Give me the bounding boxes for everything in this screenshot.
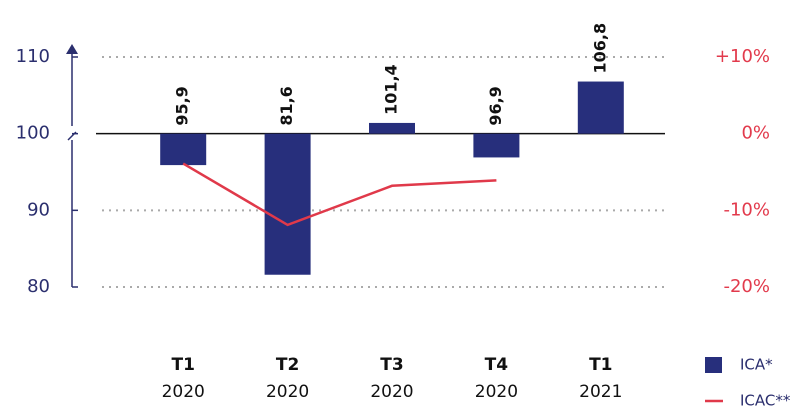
legend-label: ICA* bbox=[740, 356, 773, 374]
x-tick-label: T2 bbox=[276, 355, 299, 375]
value-label: 101,4 bbox=[382, 64, 401, 115]
y-tick-label: 80 bbox=[27, 276, 50, 297]
bar bbox=[160, 133, 207, 166]
y2-tick-label: -20% bbox=[723, 276, 770, 297]
x-tick-label: T1 bbox=[589, 355, 612, 375]
x-tick-label: T3 bbox=[380, 355, 403, 375]
value-label: 106,8 bbox=[590, 23, 609, 74]
bar bbox=[264, 133, 311, 275]
legend-label: ICAC** bbox=[740, 392, 791, 407]
bar bbox=[577, 81, 624, 134]
y-tick-label: 100 bbox=[16, 123, 50, 144]
line bbox=[182, 162, 497, 227]
x-tick-label: T1 bbox=[171, 355, 194, 375]
value-label: 81,6 bbox=[277, 86, 296, 125]
value-label: 96,9 bbox=[486, 86, 505, 125]
x-tick-label: 2020 bbox=[266, 382, 309, 402]
x-tick-label: 2021 bbox=[579, 382, 622, 402]
y2-tick-label: 0% bbox=[741, 123, 770, 144]
y-tick-label: 110 bbox=[16, 46, 50, 67]
x-tick-label: 2020 bbox=[162, 382, 205, 402]
y-tick-label: 90 bbox=[27, 199, 50, 220]
y2-tick-label: +10% bbox=[715, 46, 770, 67]
bar bbox=[473, 133, 520, 158]
y2-tick-label: -10% bbox=[723, 199, 770, 220]
x-tick-label: 2020 bbox=[370, 382, 413, 402]
bar bbox=[369, 122, 415, 134]
x-tick-label: T4 bbox=[485, 355, 509, 375]
axis-arrow bbox=[66, 44, 78, 54]
legend-swatch bbox=[705, 357, 722, 373]
x-tick-label: 2020 bbox=[475, 382, 518, 402]
value-label: 95,9 bbox=[173, 86, 192, 125]
